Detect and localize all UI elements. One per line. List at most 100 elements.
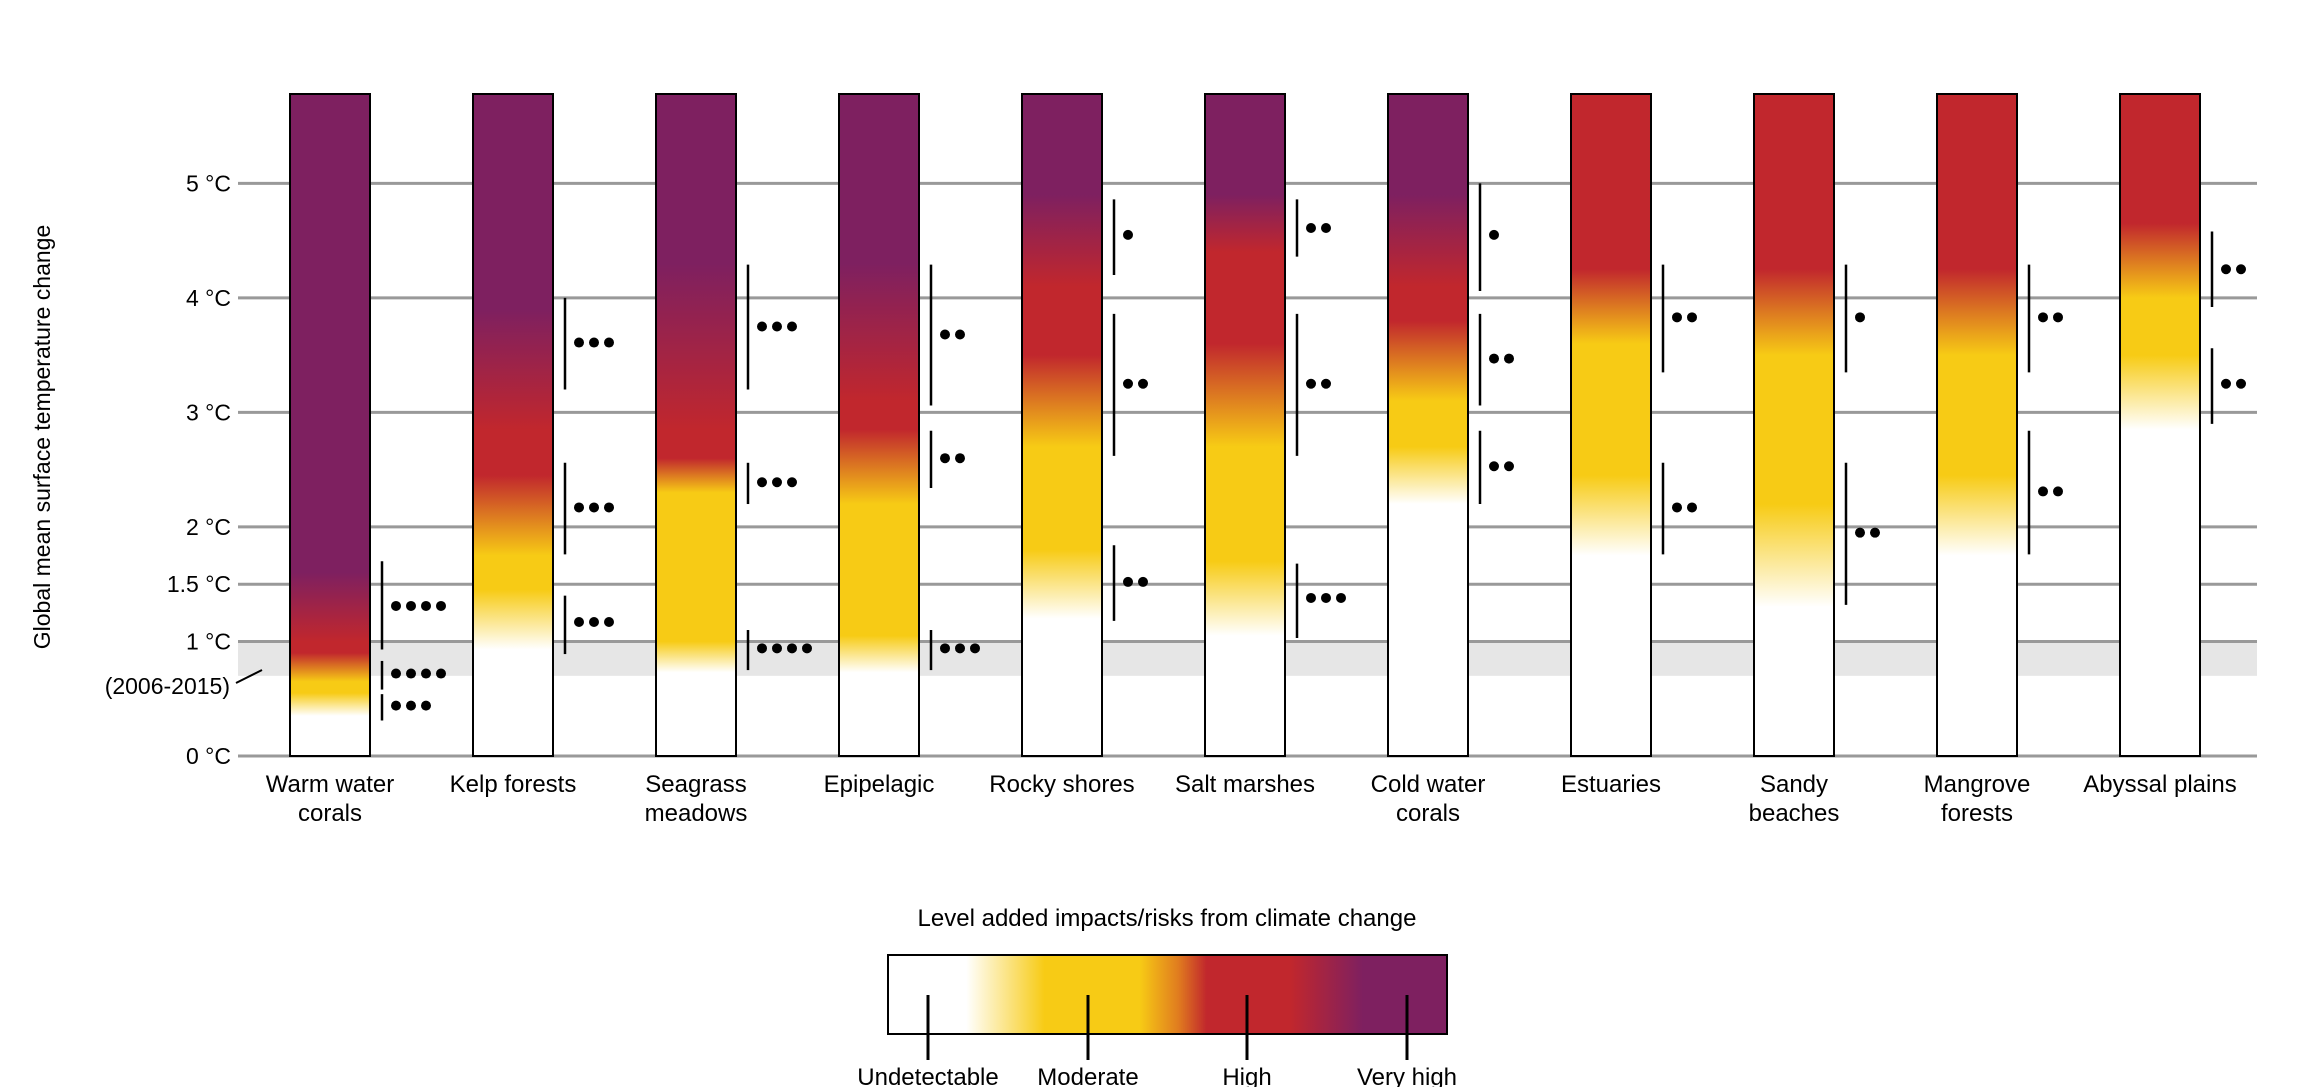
system-bar-group: Kelp forests xyxy=(450,93,614,798)
confidence-dot xyxy=(406,700,416,711)
risk-bar xyxy=(655,93,737,757)
confidence-dot xyxy=(1306,592,1316,603)
system-bar-group: Salt marshes xyxy=(1175,93,1346,798)
system-label: Seagrass xyxy=(645,771,746,798)
confidence-dot xyxy=(391,668,401,679)
legend-level-label: Very high xyxy=(1357,1064,1457,1087)
confidence-dot xyxy=(604,616,614,627)
system-label: Warm water xyxy=(266,771,394,798)
system-label: corals xyxy=(1396,800,1460,827)
confidence-dot xyxy=(1489,461,1499,472)
system-label: Estuaries xyxy=(1561,771,1661,798)
risk-bar xyxy=(289,93,371,757)
system-label: Mangrove xyxy=(1924,771,2031,798)
confidence-dot xyxy=(574,502,584,513)
confidence-dot xyxy=(1321,378,1331,389)
legend-level-label: High xyxy=(1222,1064,1271,1087)
confidence-dot xyxy=(787,643,797,654)
confidence-dot xyxy=(1489,229,1499,240)
confidence-dot xyxy=(391,600,401,611)
legend-level-label: Moderate xyxy=(1037,1064,1138,1087)
system-label: Cold water xyxy=(1371,771,1486,798)
confidence-dot xyxy=(1138,378,1148,389)
risk-bar xyxy=(1570,93,1652,757)
risk-bar xyxy=(1387,93,1469,757)
y-tick-labels: 0 °C 1 °C 1.5 °C 2 °C 3 °C 4 °C 5 °C xyxy=(167,170,231,769)
confidence-dot xyxy=(772,643,782,654)
system-label: Rocky shores xyxy=(989,771,1134,798)
confidence-dot xyxy=(1504,461,1514,472)
system-label: Abyssal plains xyxy=(2083,771,2236,798)
confidence-dot xyxy=(1672,312,1682,323)
system-label: Kelp forests xyxy=(450,771,577,798)
confidence-dot xyxy=(1123,576,1133,587)
system-label: forests xyxy=(1941,800,2013,827)
confidence-dot xyxy=(955,329,965,340)
confidence-dot xyxy=(421,700,431,711)
confidence-dot xyxy=(421,600,431,611)
confidence-dot xyxy=(2053,312,2063,323)
legend-title: Level added impacts/risks from climate c… xyxy=(918,905,1417,932)
system-bar-group: Epipelagic xyxy=(824,93,980,798)
confidence-dot xyxy=(406,668,416,679)
legend-level-label: Undetectable xyxy=(857,1064,998,1087)
confidence-dot xyxy=(772,321,782,332)
confidence-dot xyxy=(787,477,797,488)
system-label: Sandy xyxy=(1760,771,1828,798)
confidence-dot xyxy=(757,477,767,488)
confidence-dot xyxy=(940,453,950,464)
risk-bar xyxy=(1204,93,1286,757)
confidence-dot xyxy=(589,337,599,348)
confidence-dot xyxy=(421,668,431,679)
confidence-dot xyxy=(574,337,584,348)
confidence-dot xyxy=(1855,312,1865,323)
reference-band-label: (2006-2015) xyxy=(105,673,230,699)
confidence-dot xyxy=(1687,312,1697,323)
confidence-dot xyxy=(574,616,584,627)
y-tick-label: 4 °C xyxy=(186,285,231,311)
confidence-dot xyxy=(1306,223,1316,234)
confidence-dot xyxy=(772,477,782,488)
y-tick-label: 1 °C xyxy=(186,628,231,654)
y-tick-label: 0 °C xyxy=(186,743,231,769)
confidence-dot xyxy=(2038,486,2048,497)
system-label: beaches xyxy=(1749,800,1840,827)
confidence-dot xyxy=(1672,502,1682,513)
y-tick-label: 2 °C xyxy=(186,514,231,540)
confidence-dot xyxy=(604,502,614,513)
y-axis-title: Global mean surface temperature change xyxy=(29,225,55,649)
confidence-dot xyxy=(1123,378,1133,389)
confidence-dot xyxy=(955,643,965,654)
confidence-dot xyxy=(589,616,599,627)
risk-bar xyxy=(1753,93,1835,757)
confidence-dot xyxy=(1138,576,1148,587)
y-tick-label: 3 °C xyxy=(186,399,231,425)
risk-bar xyxy=(472,93,554,757)
confidence-dot xyxy=(1687,502,1697,513)
system-label: Salt marshes xyxy=(1175,771,1315,798)
risk-bar xyxy=(1936,93,2018,757)
confidence-dot xyxy=(940,329,950,340)
confidence-dot xyxy=(1336,592,1346,603)
system-label: Epipelagic xyxy=(824,771,935,798)
confidence-dot xyxy=(787,321,797,332)
confidence-dot xyxy=(802,643,812,654)
risk-bar xyxy=(838,93,920,757)
confidence-dot xyxy=(757,321,767,332)
confidence-dot xyxy=(1870,527,1880,538)
confidence-dot xyxy=(1321,223,1331,234)
confidence-dot xyxy=(955,453,965,464)
confidence-dot xyxy=(436,600,446,611)
confidence-dot xyxy=(1306,378,1316,389)
confidence-dot xyxy=(2221,378,2231,389)
confidence-dot xyxy=(2236,264,2246,275)
confidence-dot xyxy=(391,700,401,711)
confidence-dot xyxy=(2038,312,2048,323)
confidence-dot xyxy=(2053,486,2063,497)
confidence-dot xyxy=(1489,353,1499,364)
y-tick-label: 1.5 °C xyxy=(167,571,231,597)
confidence-dot xyxy=(1504,353,1514,364)
